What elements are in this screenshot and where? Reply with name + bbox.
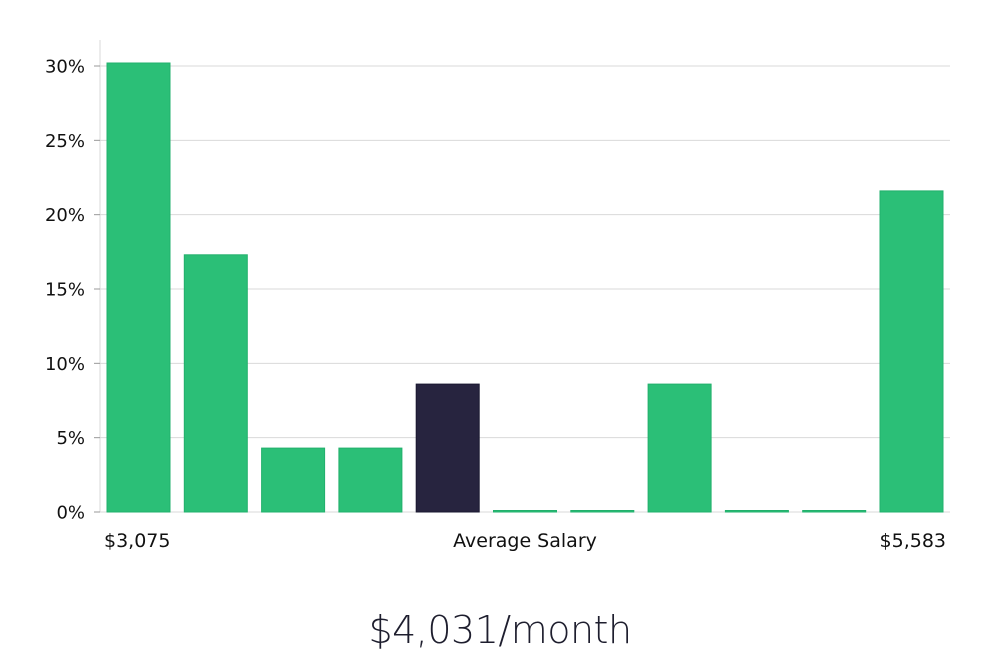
bar — [338, 447, 403, 513]
y-tick-label: 20% — [45, 205, 85, 226]
bars — [106, 62, 944, 513]
bar — [570, 510, 635, 513]
bar — [493, 510, 557, 513]
y-tick-label: 25% — [45, 131, 85, 152]
y-tick-label: 5% — [56, 428, 85, 449]
x-axis-title: Average Salary — [453, 530, 597, 552]
bar — [261, 447, 326, 513]
bar — [802, 510, 867, 513]
x-max-label: $5,583 — [880, 530, 946, 552]
bar — [724, 510, 789, 513]
bar-average — [415, 383, 480, 513]
y-axis-ticks: 0% 5% 10% 15% 20% 25% 30% — [45, 57, 100, 524]
bar — [106, 62, 171, 513]
salary-histogram: 0% 5% 10% 15% 20% 25% 30% $3,075 Average Salar… — [45, 40, 950, 552]
bar — [183, 254, 248, 513]
y-tick-label: 30% — [45, 57, 85, 78]
y-tick-label: 0% — [56, 503, 85, 524]
bar — [647, 383, 712, 513]
y-tick-label: 15% — [45, 280, 85, 301]
y-tick-label: 10% — [45, 354, 85, 375]
average-salary-value: $4,031/month — [368, 608, 632, 652]
bar — [879, 190, 944, 513]
x-min-label: $3,075 — [104, 530, 170, 552]
